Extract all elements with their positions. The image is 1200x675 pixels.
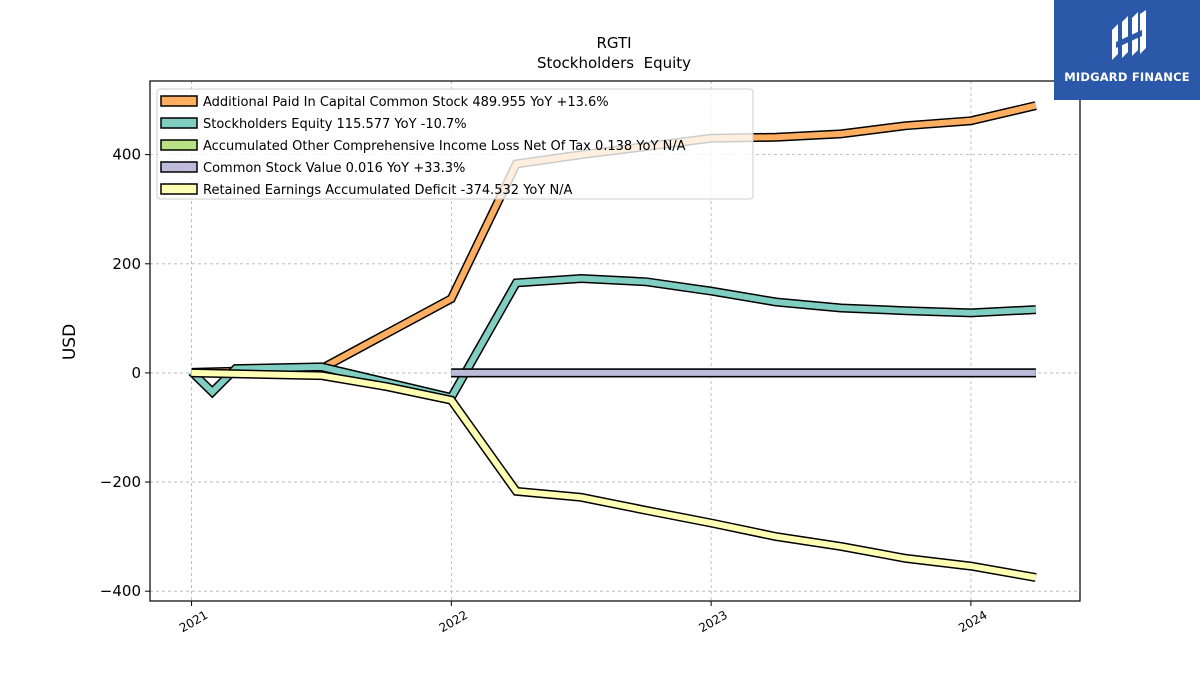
y-tick-label: 0	[131, 364, 141, 382]
y-tick-label: 400	[112, 146, 141, 164]
brand-logo: MIDGARD FINANCE	[1054, 0, 1200, 100]
y-tick-label: −400	[100, 582, 141, 600]
legend-swatch-0	[160, 95, 198, 107]
x-tick-label: 2024	[956, 608, 989, 635]
x-tick-label: 2021	[177, 608, 210, 635]
legend-swatch-1	[160, 117, 198, 129]
x-tick-label: 2022	[437, 608, 470, 635]
series-line-1	[188, 273, 1037, 403]
legend-label-1: Stockholders Equity 115.577 YoY -10.7%	[203, 117, 467, 132]
y-tick-label: 200	[112, 255, 141, 273]
chart-subtitle: Stockholders Equity	[537, 54, 691, 72]
legend-swatch-3	[160, 161, 198, 173]
y-axis-label: USD	[60, 324, 80, 360]
x-tick-label: 2023	[696, 608, 729, 635]
logo-mark-icon	[1112, 10, 1146, 60]
series-lines	[188, 101, 1037, 582]
legend-label-4: Retained Earnings Accumulated Deficit -3…	[203, 183, 573, 198]
legend-label-2: Accumulated Other Comprehensive Income L…	[203, 139, 686, 154]
legend-box	[156, 88, 754, 200]
legend-swatch-4	[160, 183, 198, 195]
chart-title: RGTI	[596, 34, 631, 52]
series-line-4	[191, 368, 1037, 582]
legend-label-3: Common Stock Value 0.016 YoY +33.3%	[203, 161, 465, 176]
y-tick-label: −200	[100, 473, 141, 491]
brand-name: MIDGARD FINANCE	[1064, 70, 1190, 84]
axis-ticks: 2021 2022 2023 2024 400 200 0 −200 −400	[100, 146, 990, 636]
legend-label-0: Additional Paid In Capital Common Stock …	[203, 95, 609, 110]
legend-swatch-2	[160, 139, 198, 151]
plot-frame	[149, 80, 1081, 602]
legend: Additional Paid In Capital Common Stock …	[156, 88, 754, 200]
